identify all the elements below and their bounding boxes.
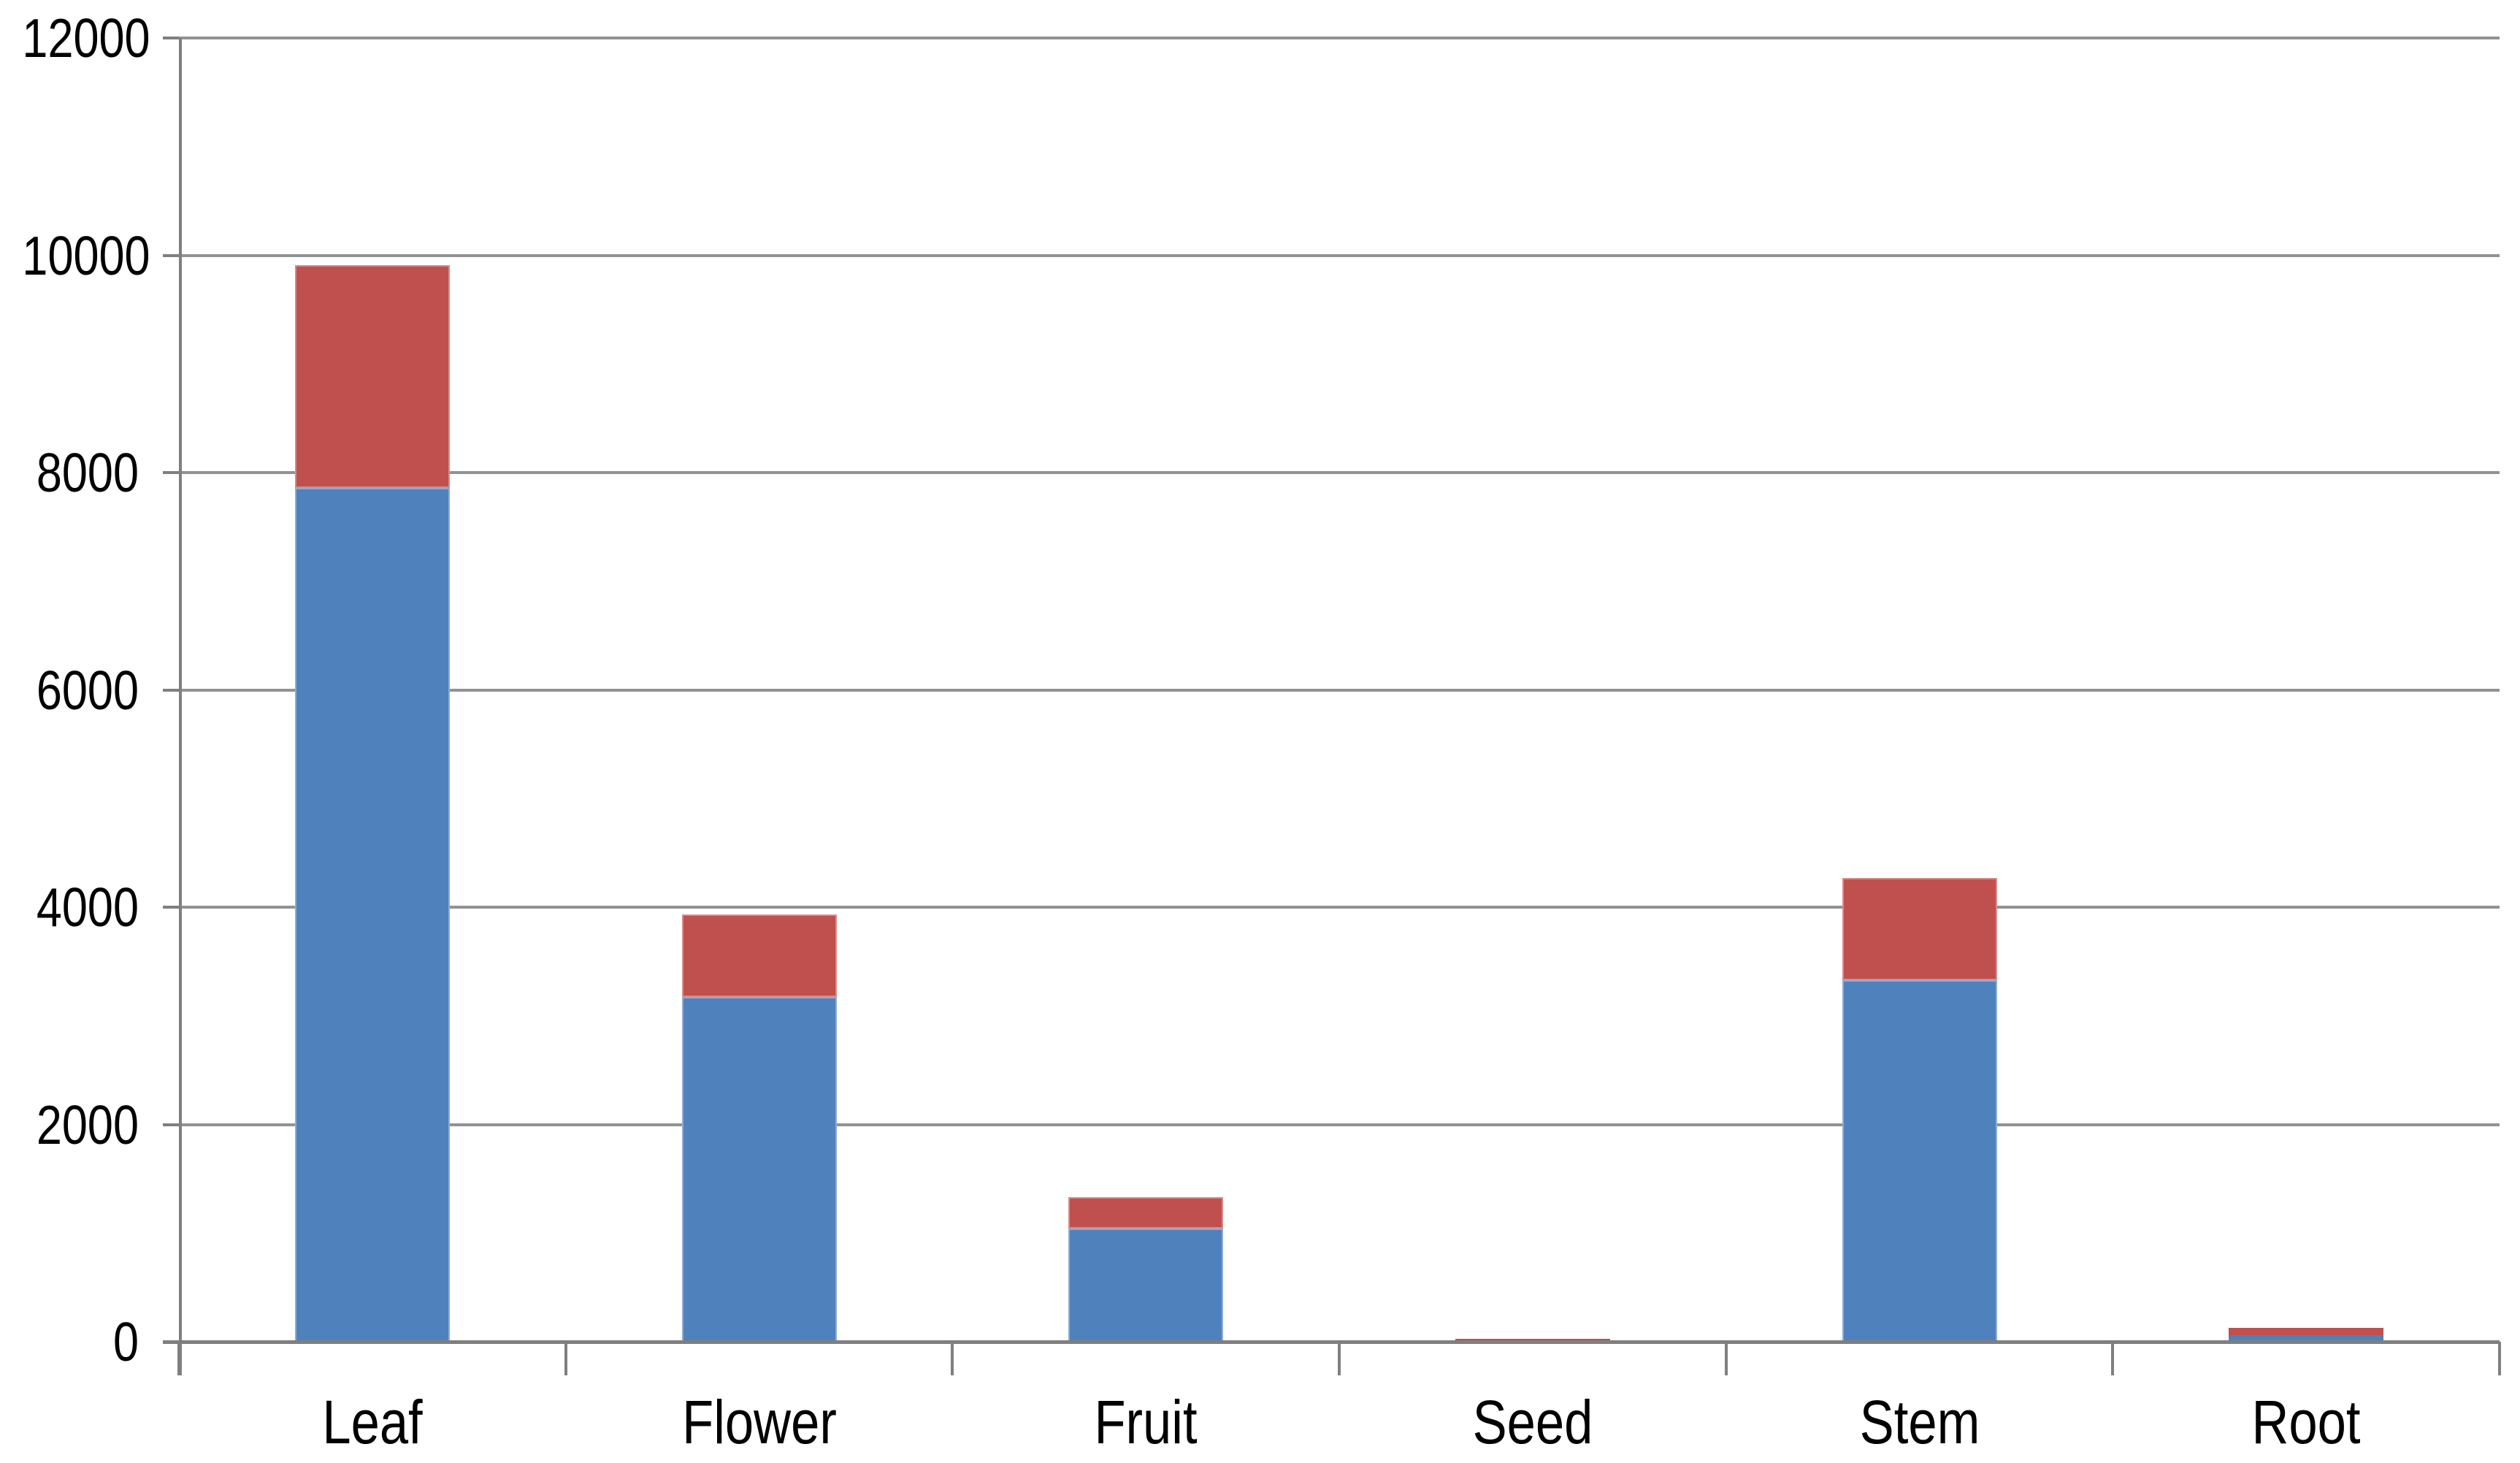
x-axis-label-seed: Seed — [1472, 1388, 1593, 1456]
y-gridline-10000 — [179, 254, 2500, 257]
bar-segment-blue-stem — [1842, 980, 1997, 1342]
x-axis-label-leaf: Leaf — [322, 1388, 423, 1456]
y-axis-label-6000: 6000 — [36, 660, 139, 721]
y-axis-label-2000: 2000 — [36, 1094, 139, 1155]
y-axis-label-12000: 12000 — [22, 7, 150, 69]
y-axis-tick-4000 — [163, 906, 179, 909]
bar-segment-red-root — [2229, 1328, 2383, 1335]
y-gridline-6000 — [179, 689, 2500, 692]
y-gridline-2000 — [179, 1123, 2500, 1126]
y-axis-line — [179, 38, 182, 1375]
y-axis-tick-6000 — [163, 689, 179, 692]
y-axis-label-10000: 10000 — [22, 225, 150, 286]
y-axis-label-8000: 8000 — [36, 442, 139, 503]
x-axis-label-flower: Flower — [682, 1388, 837, 1456]
x-axis-tick-3 — [1338, 1342, 1341, 1375]
x-axis-tick-6 — [2498, 1342, 2501, 1375]
x-axis-tick-1 — [564, 1342, 567, 1375]
y-axis-tick-12000 — [163, 37, 179, 39]
x-axis-tick-4 — [1725, 1342, 1728, 1375]
bar-segment-blue-fruit — [1068, 1229, 1223, 1342]
bar-segment-blue-root — [2229, 1335, 2383, 1342]
y-axis-tick-8000 — [163, 471, 179, 474]
bar-segment-red-seed — [1455, 1339, 1610, 1341]
y-axis-label-0: 0 — [112, 1311, 139, 1372]
y-axis-tick-10000 — [163, 254, 179, 257]
bar-segment-red-stem — [1842, 878, 1997, 980]
y-gridline-4000 — [179, 906, 2500, 909]
x-axis-tick-5 — [2111, 1342, 2114, 1375]
bar-segment-blue-flower — [682, 997, 837, 1342]
y-axis-tick-2000 — [163, 1123, 179, 1126]
y-gridline-12000 — [179, 37, 2500, 39]
x-axis-label-fruit: Fruit — [1094, 1388, 1198, 1456]
bar-segment-red-fruit — [1068, 1197, 1223, 1229]
bar-segment-red-flower — [682, 914, 837, 997]
y-gridline-8000 — [179, 471, 2500, 474]
bar-segment-blue-leaf — [295, 488, 450, 1342]
x-axis-tick-2 — [951, 1342, 954, 1375]
x-axis-label-stem: Stem — [1859, 1388, 1980, 1456]
x-axis-label-root: Root — [2251, 1388, 2361, 1456]
bar-segment-red-leaf — [295, 265, 450, 488]
y-axis-label-4000: 4000 — [36, 876, 139, 938]
x-axis-line — [163, 1340, 2500, 1344]
